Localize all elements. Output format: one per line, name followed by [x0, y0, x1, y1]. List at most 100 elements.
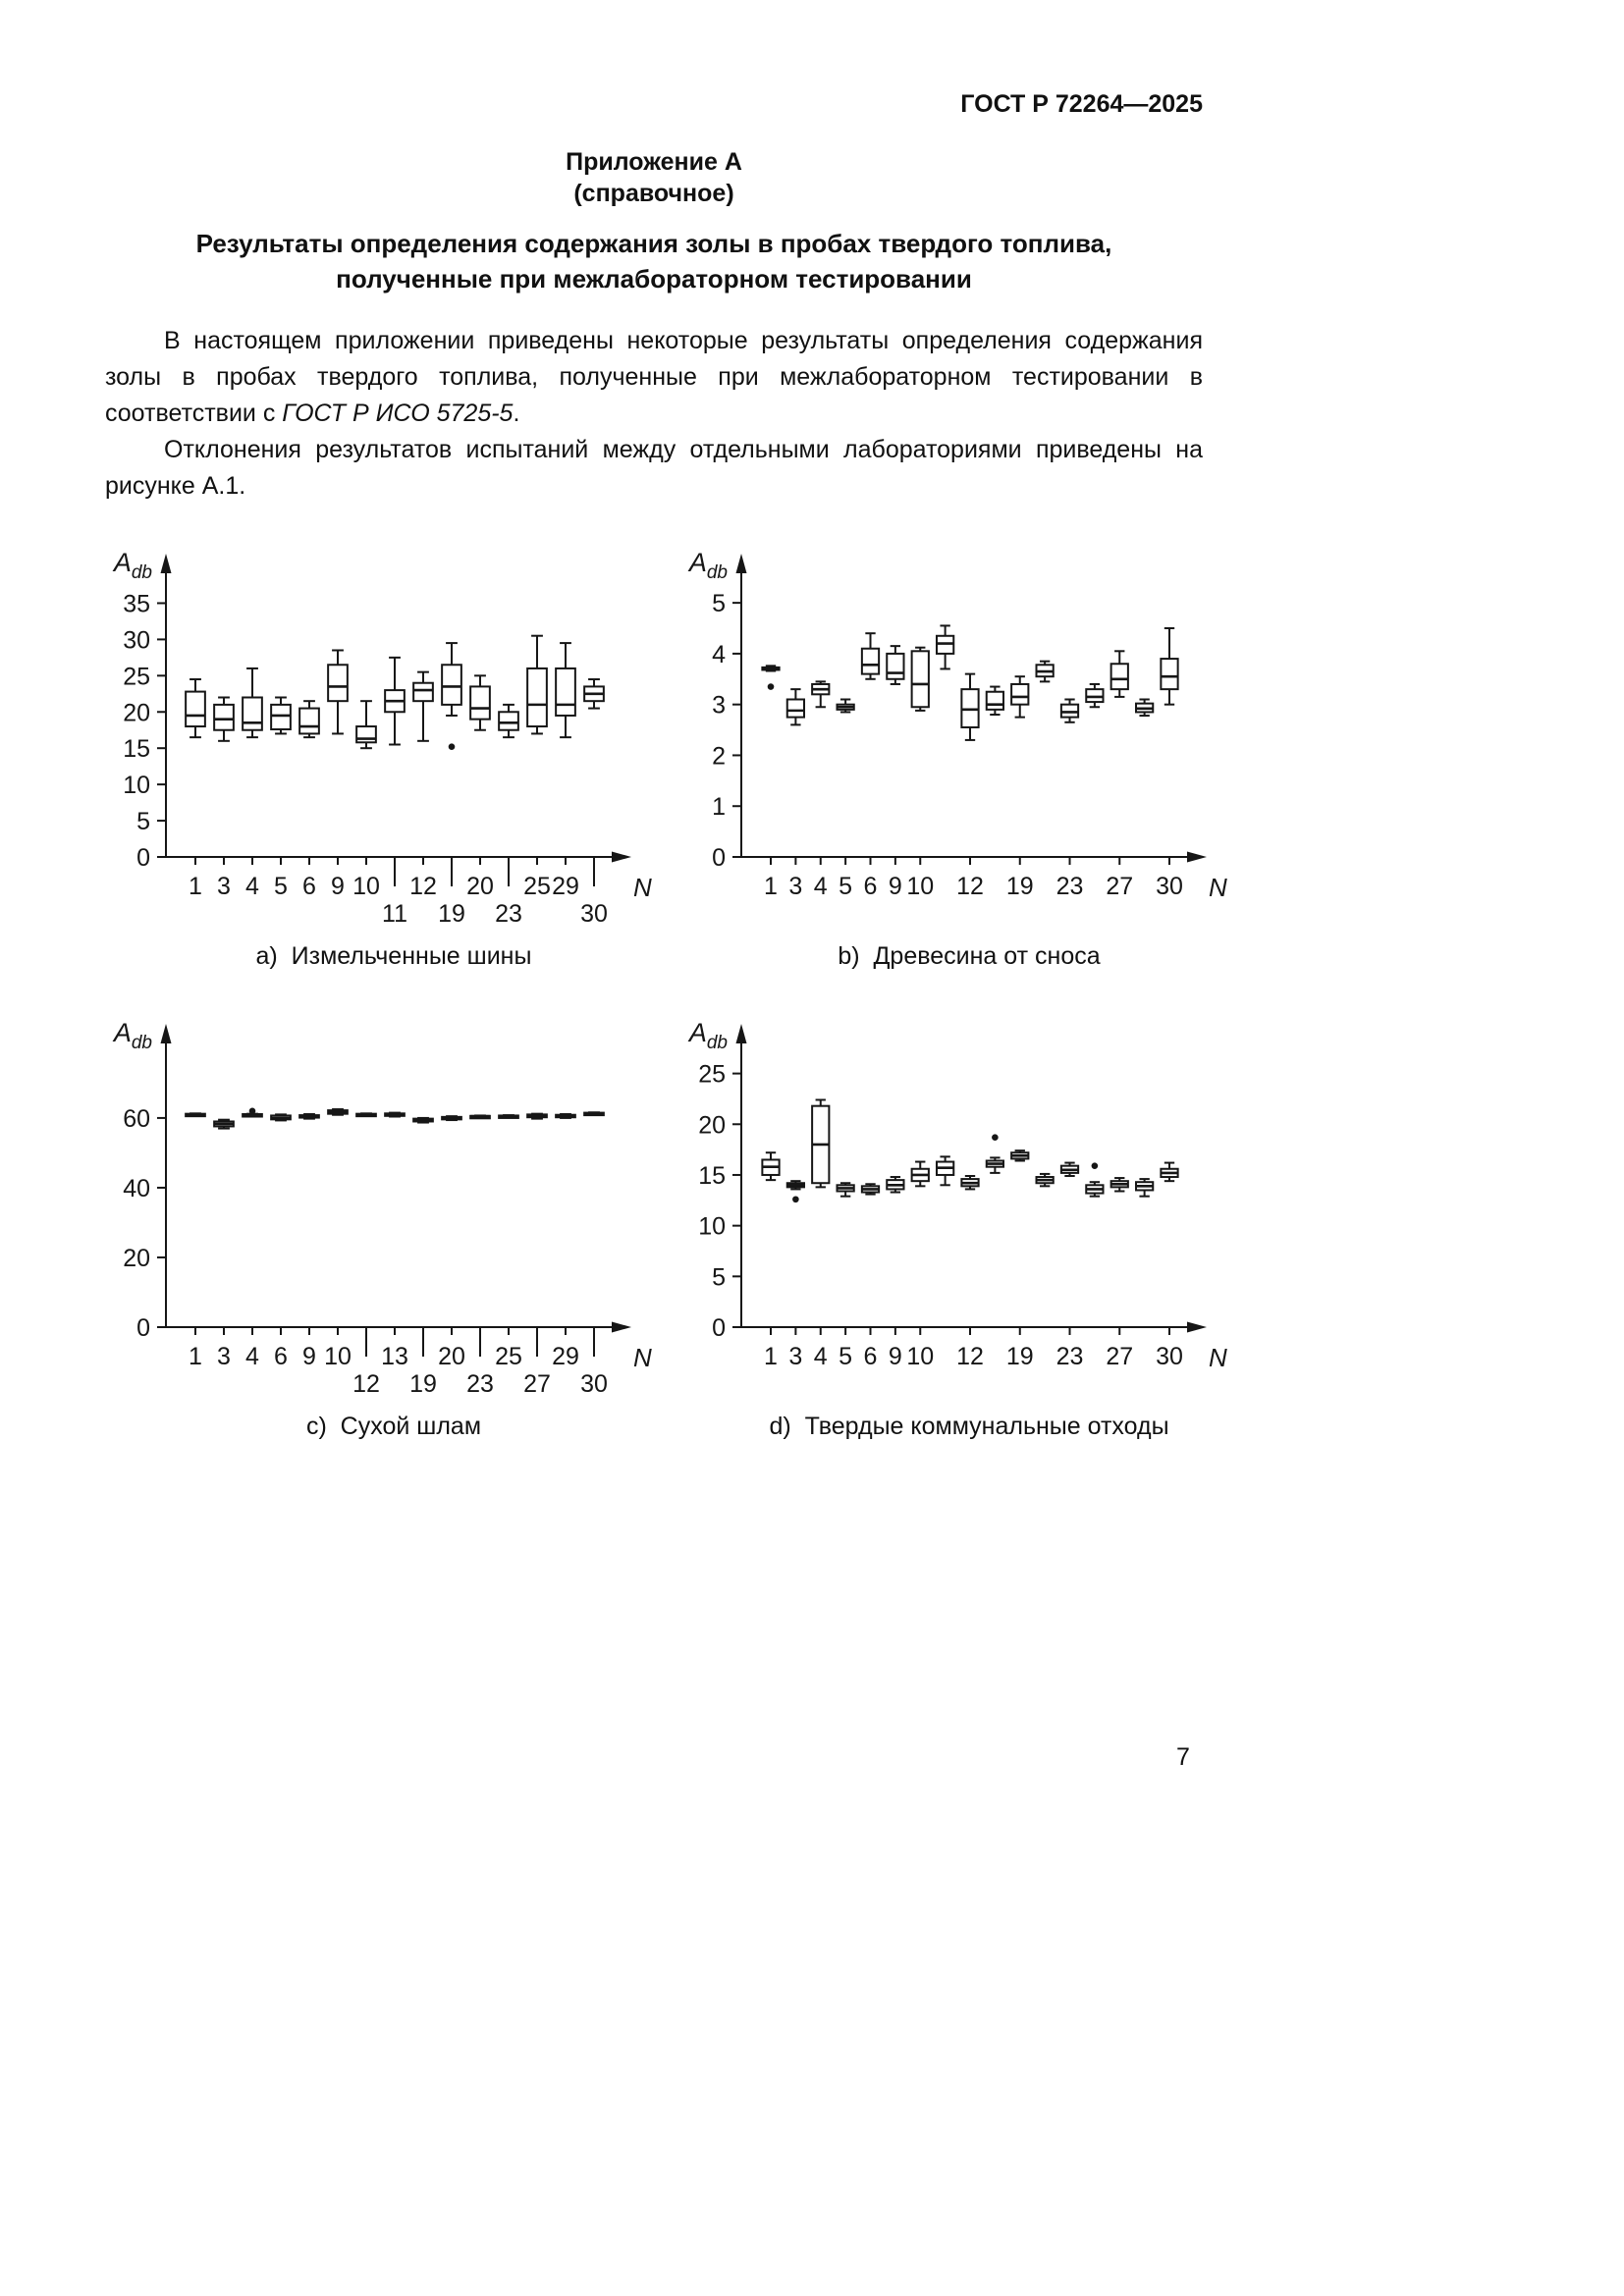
- y-axis-arrow: [735, 1023, 747, 1043]
- svg-text:1: 1: [764, 1343, 778, 1370]
- svg-text:27: 27: [1106, 1343, 1133, 1370]
- paragraph-intro-end: .: [513, 399, 520, 427]
- svg-text:10: 10: [698, 1212, 726, 1240]
- boxplot-box: 9: [327, 649, 349, 900]
- boxplot-box: 11: [382, 656, 407, 928]
- svg-text:6: 6: [302, 873, 316, 900]
- svg-text:0: 0: [136, 1314, 150, 1342]
- svg-text:11: 11: [382, 900, 407, 928]
- svg-text:10: 10: [123, 772, 150, 799]
- boxplot-box: 9: [886, 644, 905, 900]
- svg-text:15: 15: [698, 1162, 726, 1190]
- svg-text:6: 6: [274, 1343, 288, 1370]
- title-line-2: полученные при межлабораторном тестирова…: [336, 264, 972, 294]
- svg-text:0: 0: [136, 844, 150, 872]
- svg-text:1: 1: [712, 793, 726, 821]
- outlier-point: [767, 683, 775, 690]
- svg-text:29: 29: [552, 873, 579, 900]
- boxplot-box: 3: [213, 1118, 235, 1370]
- boxplot-box: 5: [270, 696, 292, 900]
- boxplot-box: [935, 1155, 955, 1187]
- boxplot-box: 1: [185, 1112, 206, 1370]
- y-axis-arrow: [160, 1023, 172, 1043]
- svg-text:27: 27: [1106, 873, 1133, 900]
- boxplot-box: 19: [1006, 1148, 1034, 1370]
- boxplot-box: [985, 685, 1005, 716]
- standard-reference: ГОСТ Р ИСО 5725-5: [282, 399, 514, 427]
- boxplot-box: 1: [185, 677, 206, 900]
- outlier-point: [248, 1107, 256, 1114]
- boxplot-box: 25: [523, 634, 551, 900]
- outlier-point: [792, 1196, 799, 1202]
- svg-text:27: 27: [523, 1370, 551, 1398]
- svg-text:12: 12: [956, 873, 984, 900]
- svg-text:2: 2: [712, 742, 726, 770]
- x-axis-label: N: [1209, 873, 1227, 902]
- svg-text:4: 4: [712, 641, 726, 668]
- svg-text:10: 10: [906, 1343, 934, 1370]
- x-axis-arrow: [612, 851, 631, 863]
- svg-text:25: 25: [698, 1060, 726, 1088]
- boxplot-box: 6: [270, 1113, 292, 1370]
- boxplot-box: 12: [352, 1112, 380, 1398]
- svg-text:12: 12: [352, 1370, 380, 1398]
- boxplot-box: [1085, 682, 1105, 709]
- boxplot-box: 30: [1156, 626, 1183, 900]
- y-ticks: 0 1 2 3 4 5: [712, 590, 741, 872]
- boxplot-box: 1: [761, 665, 781, 900]
- svg-text:12: 12: [956, 1343, 984, 1370]
- svg-text:30: 30: [580, 1370, 608, 1398]
- svg-text:9: 9: [331, 873, 345, 900]
- svg-text:19: 19: [409, 1370, 437, 1398]
- x-axis-arrow: [612, 1321, 631, 1333]
- chart-d-caption: d) Твердые коммунальные отходы: [769, 1412, 1169, 1440]
- svg-text:35: 35: [123, 590, 150, 617]
- boxplot-box: 23: [466, 1114, 494, 1398]
- svg-text:20: 20: [438, 1343, 465, 1370]
- svg-text:5: 5: [712, 1263, 726, 1291]
- svg-text:1: 1: [764, 873, 778, 900]
- svg-text:10: 10: [906, 873, 934, 900]
- boxplot-box: 3: [785, 687, 806, 900]
- annex-label: Приложение А: [566, 148, 742, 176]
- figure-a1: 0 5 10 15 20 25 30 35 Adb N 1 3 4 5 6 9 10 11 12 19 20 23 25 29…: [95, 528, 1227, 1441]
- boxplot-box: 30: [580, 677, 608, 928]
- y-axis-label: Adb: [687, 1018, 728, 1053]
- svg-text:6: 6: [864, 1343, 878, 1370]
- boxplot-box: 12: [956, 1174, 984, 1370]
- svg-text:25: 25: [123, 663, 150, 690]
- y-ticks: 0 5 10 15 20 25 30 35: [123, 590, 166, 872]
- y-axis-label: Adb: [687, 548, 728, 583]
- svg-text:12: 12: [409, 873, 437, 900]
- document-title: Результаты определения содержания золы в…: [105, 226, 1203, 297]
- svg-text:9: 9: [889, 873, 902, 900]
- svg-text:3: 3: [788, 1343, 802, 1370]
- svg-text:0: 0: [712, 844, 726, 872]
- y-axis-arrow: [160, 553, 172, 573]
- chart-c-figure: 0 20 40 60 Adb N 1 3 4 6 9 10 12 13 19 20 23 25 27 29 30 c) …: [95, 998, 665, 1441]
- svg-text:19: 19: [1006, 1343, 1034, 1370]
- boxplot-box: 30: [580, 1111, 608, 1398]
- svg-text:30: 30: [123, 626, 150, 654]
- boxplot-box: 19: [438, 641, 465, 928]
- svg-text:3: 3: [217, 873, 231, 900]
- svg-text:3: 3: [217, 1343, 231, 1370]
- svg-text:30: 30: [1156, 873, 1183, 900]
- x-axis-label: N: [633, 1343, 652, 1372]
- boxplot-box: [1134, 1177, 1155, 1198]
- axes: [160, 553, 631, 863]
- svg-text:10: 10: [324, 1343, 352, 1370]
- svg-text:10: 10: [352, 873, 380, 900]
- chart-b-caption: b) Древесина от сноса: [838, 941, 1101, 970]
- svg-text:23: 23: [495, 900, 522, 928]
- svg-text:30: 30: [580, 900, 608, 928]
- svg-text:5: 5: [839, 1343, 852, 1370]
- boxplot-box: [985, 1134, 1005, 1174]
- svg-text:15: 15: [123, 735, 150, 763]
- svg-text:23: 23: [1056, 873, 1084, 900]
- svg-text:40: 40: [123, 1175, 150, 1202]
- svg-text:60: 60: [123, 1105, 150, 1133]
- boxplot-box: 1: [761, 1151, 781, 1370]
